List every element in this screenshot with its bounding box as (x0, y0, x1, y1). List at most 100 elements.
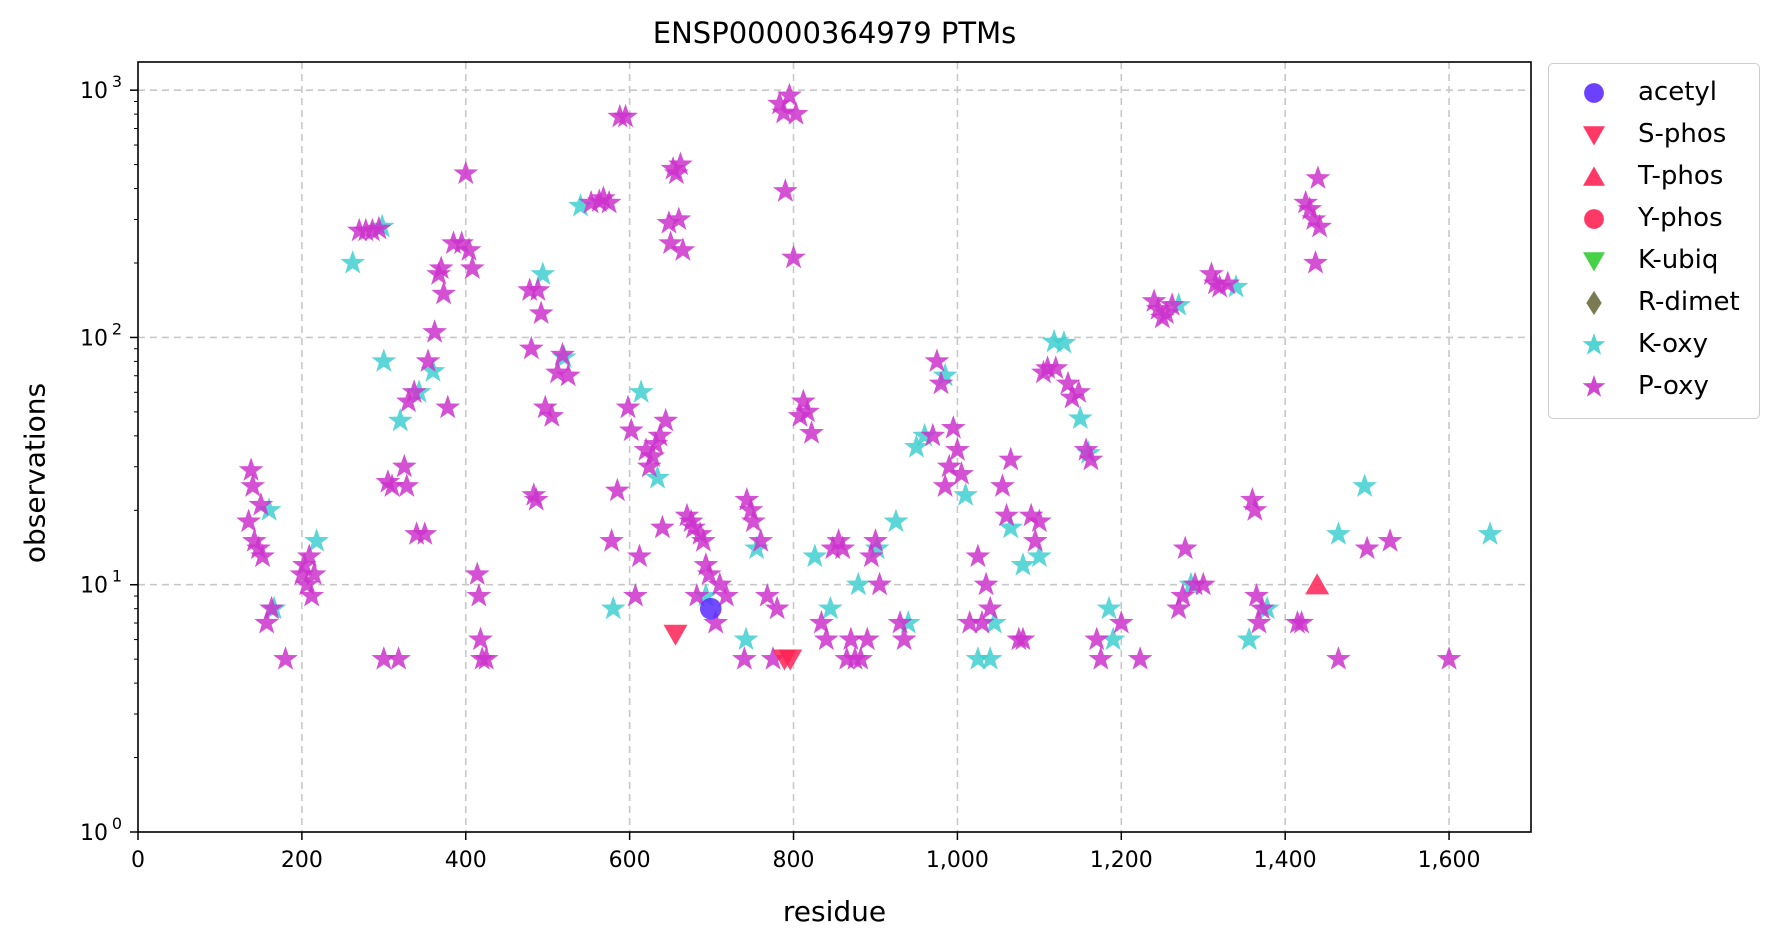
legend-symbol (1583, 166, 1605, 186)
x-tick-label: 1,600 (1418, 848, 1481, 873)
legend-symbol (1584, 83, 1604, 103)
p-oxy-point (545, 359, 570, 384)
k-oxy-point (387, 407, 413, 432)
p-oxy-point (650, 514, 675, 539)
legend-label: T-phos (1638, 161, 1724, 191)
k-oxy-point (304, 528, 329, 552)
k-oxy-point (568, 193, 593, 217)
p-oxy-point (294, 571, 320, 596)
k-oxy-point (1067, 405, 1093, 430)
p-oxy-point (521, 482, 547, 506)
p-oxy-point (887, 610, 913, 634)
x-tick-label: 1,400 (1254, 848, 1317, 873)
p-oxy-point (666, 206, 692, 230)
legend-symbol (1582, 333, 1606, 355)
k-oxy-point (965, 646, 991, 670)
data-points (236, 82, 1503, 671)
p-oxy-point (301, 561, 327, 586)
p-oxy-point (1249, 595, 1275, 620)
p-oxy-point (473, 646, 499, 670)
x-tick-label: 1,200 (1090, 848, 1153, 873)
p-oxy-point (813, 626, 839, 651)
grid (138, 62, 1531, 832)
p-oxy-point (1127, 646, 1153, 670)
x-tick-label: 200 (281, 848, 323, 873)
p-oxy-point (830, 535, 856, 560)
p-oxy-point (965, 543, 991, 568)
y-tick-label: 10 (80, 79, 108, 104)
y-tick-label: 10 (80, 326, 108, 351)
x-axis-label: residue (782, 895, 887, 928)
legend: acetyl S-phos T-phos Y-phos K-ubiq R-dimet K-o… (1548, 63, 1760, 419)
p-oxy-point (867, 571, 892, 596)
p-oxy-point (1088, 646, 1114, 670)
legend-marker-t-phos (1583, 166, 1605, 186)
p-oxy-point (809, 610, 834, 634)
k-oxy-point (256, 497, 282, 521)
p-oxy-point (623, 583, 648, 607)
p-oxy-point (1078, 446, 1104, 471)
legend-marker-acetyl (1584, 83, 1604, 103)
p-oxy-point (1159, 292, 1185, 316)
p-oxy-point (1170, 583, 1196, 607)
p-oxy-point (703, 610, 729, 634)
k-oxy-point (802, 543, 828, 568)
s-phos-point (778, 649, 803, 671)
p-oxy-point (466, 583, 492, 607)
p-oxy-point (401, 379, 427, 403)
p-oxy-point (555, 362, 581, 387)
p-oxy-point (1084, 626, 1110, 651)
p-oxy-point (613, 103, 638, 128)
y-tick-label: 10 (80, 821, 108, 846)
p-oxy-point (990, 473, 1015, 497)
p-oxy-point (772, 178, 798, 202)
p-oxy-point (1326, 646, 1351, 670)
k-oxy-point (733, 626, 759, 651)
p-oxy-point (795, 398, 820, 423)
x-tick-label: 0 (131, 848, 145, 873)
p-oxy-point (532, 394, 558, 419)
p-oxy-point (920, 422, 946, 447)
p-oxy-point (1145, 296, 1171, 320)
p-oxy-point (1354, 535, 1380, 560)
k-oxy-point (977, 646, 1003, 670)
p-oxy-point (468, 626, 493, 651)
x-axis-ticks: 0 200 400 600 800 1,000 1,200 1,400 1,600 (131, 832, 1481, 873)
p-oxy-point (453, 160, 479, 185)
k-oxy-point (1051, 329, 1077, 354)
p-oxy-point (754, 583, 780, 607)
p-oxy-point (681, 514, 706, 539)
legend-label: acetyl (1638, 77, 1718, 107)
p-oxy-point (838, 626, 864, 651)
p-oxy-point (734, 487, 760, 511)
legend-marker-k-oxy (1582, 333, 1606, 355)
p-oxy-point (696, 561, 722, 586)
legend-item-r-dimet: R-dimet (1549, 282, 1759, 324)
p-oxy-point (428, 255, 454, 280)
p-oxy-point (422, 319, 447, 343)
p-oxy-point (732, 646, 757, 670)
p-oxy-point (1108, 610, 1134, 634)
p-oxy-point (791, 388, 816, 413)
legend-symbol (1584, 209, 1604, 229)
p-oxy-point (928, 370, 954, 395)
p-oxy-point (241, 528, 267, 552)
p-oxy-point (412, 521, 438, 545)
p-oxy-point (741, 508, 766, 533)
k-oxy-point (340, 250, 366, 274)
p-oxy-point (653, 407, 679, 432)
p-oxy-point (394, 473, 420, 497)
p-oxy-point (415, 348, 441, 372)
p-oxy-point (936, 453, 962, 478)
p-oxy-point (375, 469, 401, 493)
legend-label: K-ubiq (1638, 245, 1719, 275)
p-oxy-point (1305, 165, 1331, 189)
legend-marker-r-dimet (1586, 290, 1602, 316)
k-oxy-point (1477, 521, 1503, 545)
p-oxy-point (668, 151, 693, 176)
p-oxy-point (371, 646, 397, 670)
p-oxy-point (1203, 270, 1228, 295)
p-oxy-point (550, 341, 575, 366)
p-oxy-point (799, 420, 824, 444)
